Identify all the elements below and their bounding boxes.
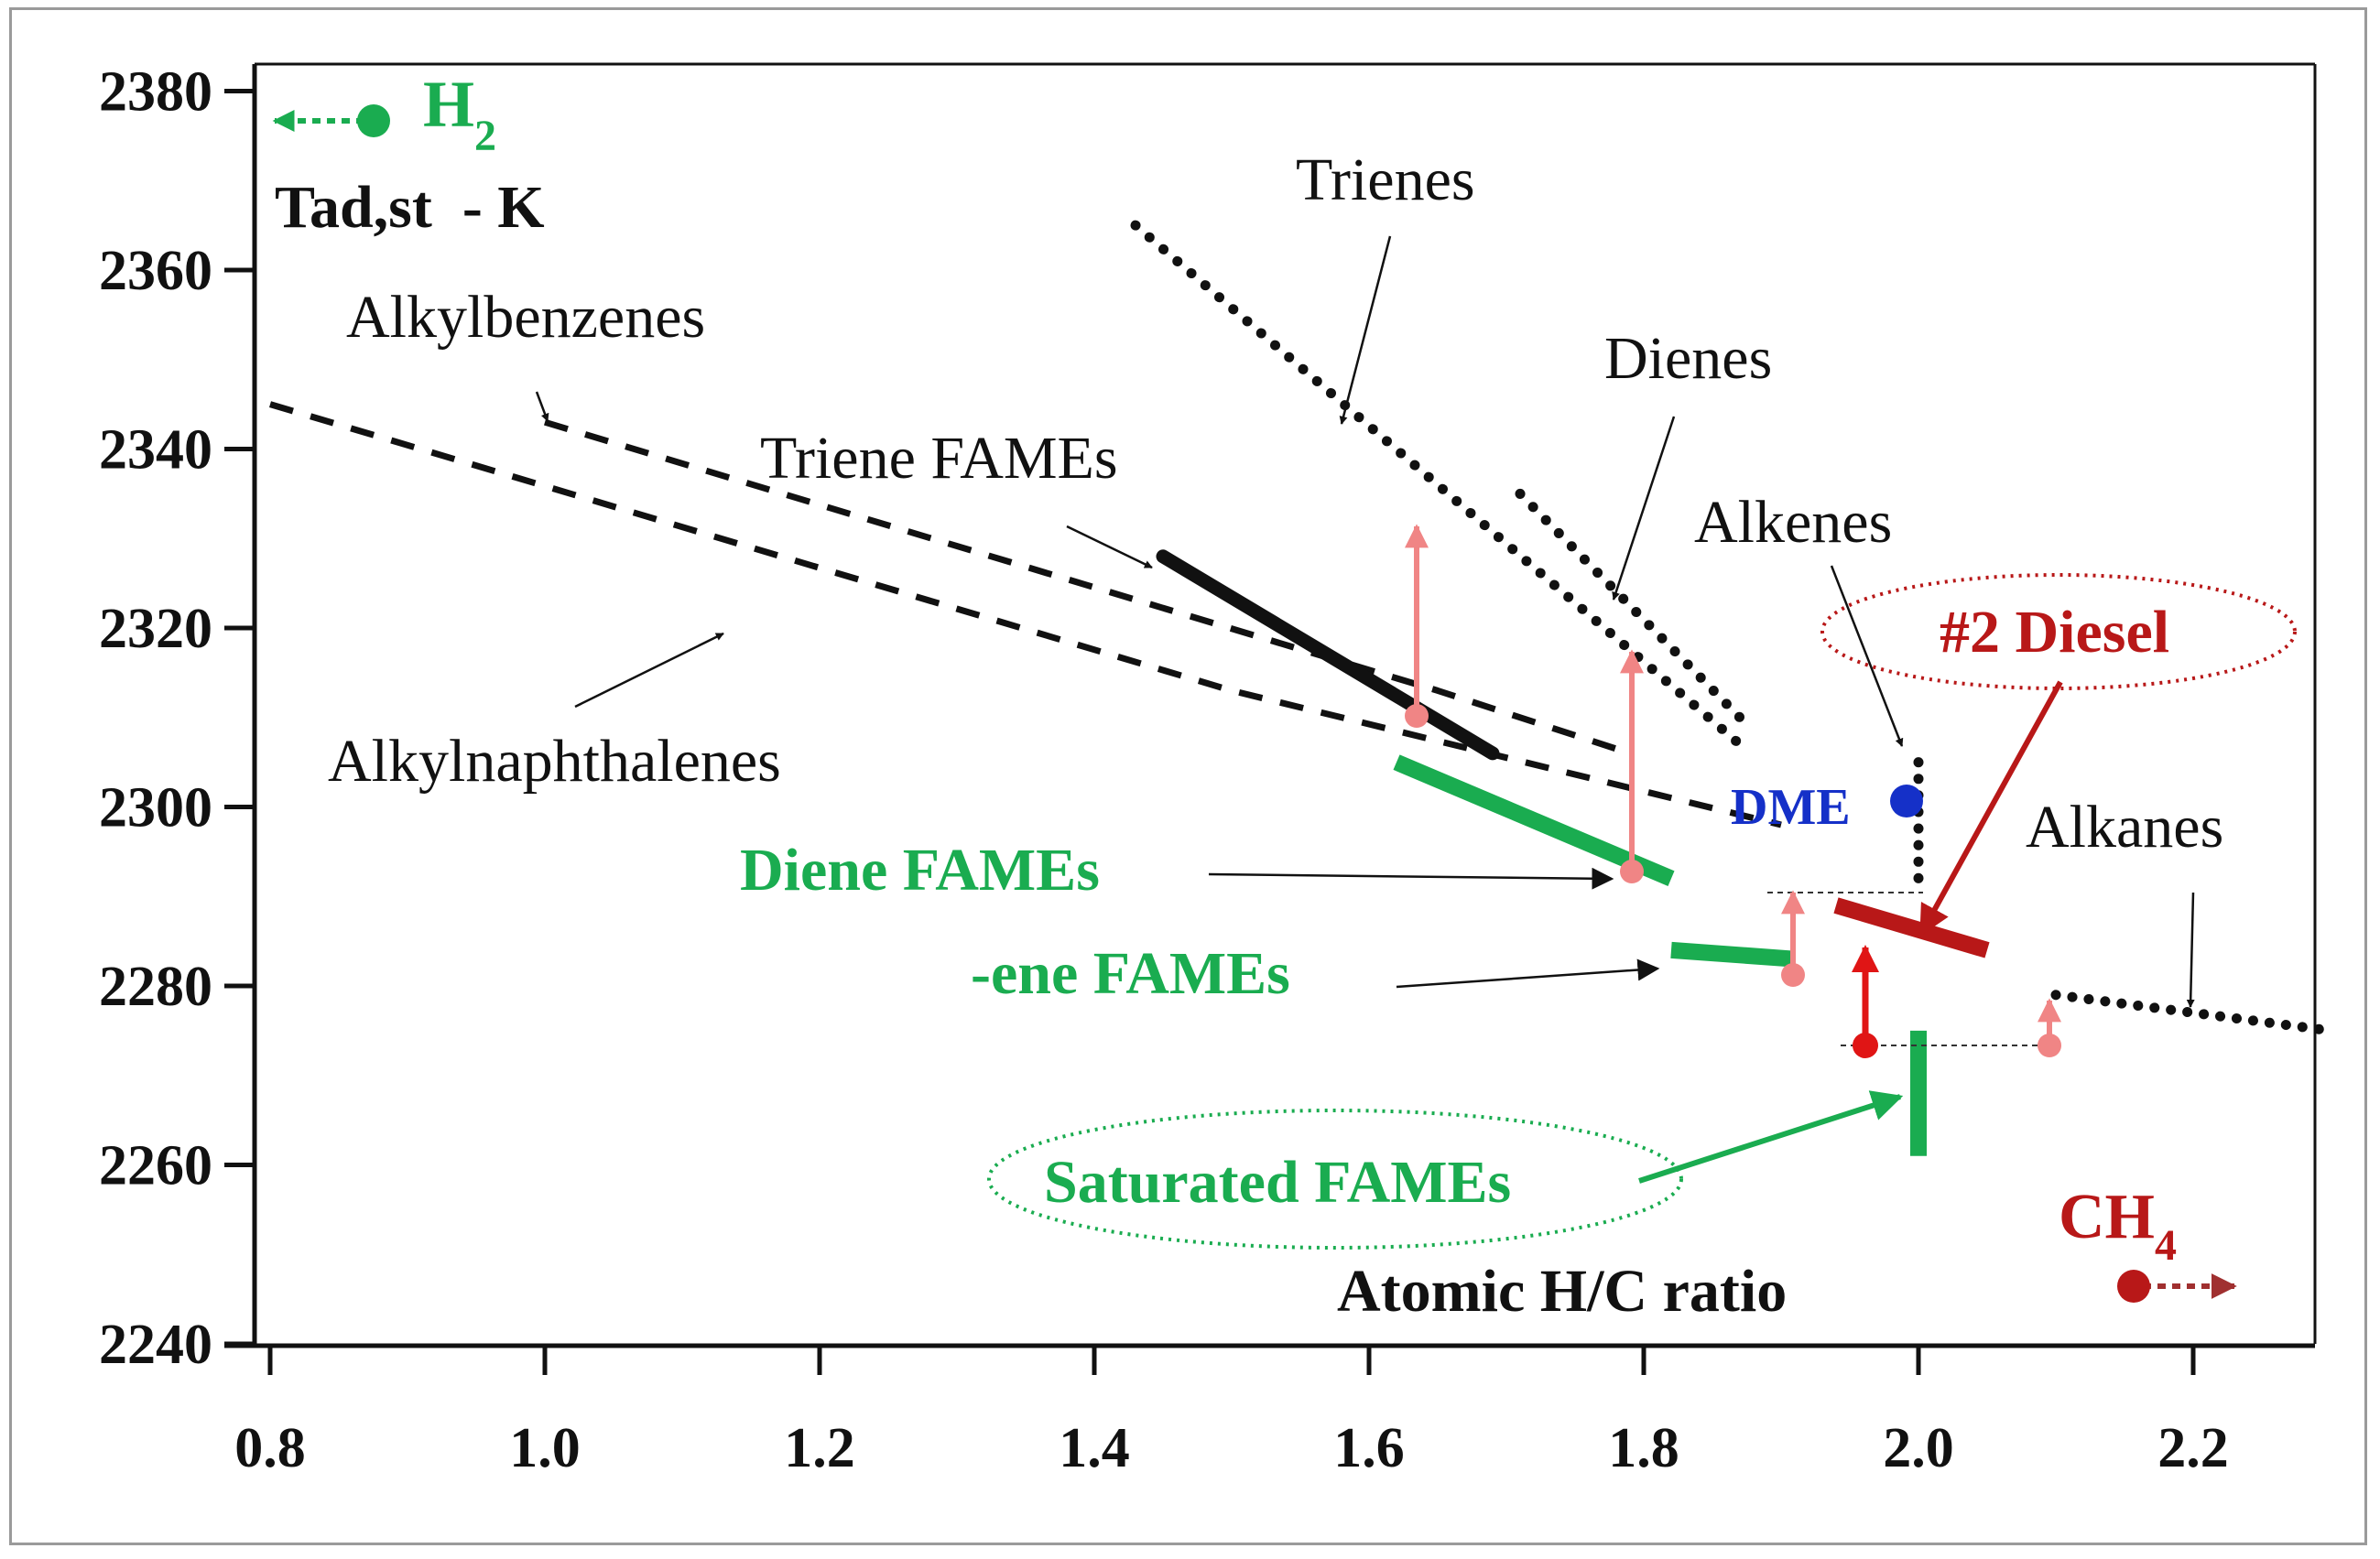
x-tick-label: 0.8 [234,1417,306,1479]
series-line-alkylbenzenes [543,418,1632,757]
pointer-trienes [1339,235,1392,425]
y-tick-label: 2280 [99,956,212,1018]
y-ticks: 2240 2260 2280 2300 2320 2340 2360 2380 [99,61,255,1376]
x-tick-label: 1.2 [784,1417,855,1479]
series-line-diene-fames [1393,754,1675,886]
pointer-saturated-fames [1638,1090,1904,1184]
label-diene-fames: Diene FAMEs [740,837,1100,904]
figure-frame [9,7,2367,1545]
label-trienes: Trienes [1296,146,1475,213]
pointer-diesel [1918,680,2063,936]
pointer-alkanes [2186,892,2195,1008]
series-line-triene-fames [1156,549,1500,761]
label-alkylbenzenes: Alkylbenzenes [346,284,705,351]
y-tick-label: 2300 [99,777,212,839]
series-line-dienes [1515,488,1745,723]
triene-fame-dot [1405,704,1429,728]
label-alkenes: Alkenes [1694,489,1892,556]
x-tick-label: 1.4 [1059,1417,1130,1479]
y-tick-label: 2260 [99,1135,212,1197]
y-tick-label: 2360 [99,240,212,302]
dme-point [1890,785,1923,817]
label-ene-fames: -ene FAMEs [971,940,1290,1007]
series-line-alkanes [2050,990,2336,1036]
diene-fame-dot [1620,860,1644,883]
ch4-label: CH4 [2059,1182,2177,1270]
y-tick-label: 2380 [99,61,212,124]
x-tick-label: 2.2 [2157,1417,2229,1479]
y-tick-label: 2240 [99,1314,212,1376]
x-axis-title: Atomic H/C ratio [1337,1258,1787,1325]
h2-label: H2 [423,68,496,160]
y-axis-title: Tad,st - K [275,174,545,241]
series-layer [269,220,2336,1156]
y-tick-label: 2320 [99,598,212,660]
pointer-alkylbenzenes [535,391,549,422]
x-tick-label: 1.0 [509,1417,581,1479]
alkane-dot [2038,1034,2061,1057]
label-alkanes: Alkanes [2026,794,2223,861]
pointer-ene-fames [1396,958,1660,989]
x-tick-label: 1.6 [1333,1417,1405,1479]
label-dienes: Dienes [1604,325,1772,392]
series-line-ene-fames [1670,941,1796,968]
pointer-alkenes [1830,565,1904,747]
x-tick-label: 1.8 [1608,1417,1679,1479]
pointer-dienes [1612,416,1676,601]
label-triene-fames: Triene FAMEs [760,425,1118,492]
x-ticks: 0.8 1.0 1.2 1.4 1.6 1.8 2.0 2.2 [234,1346,2229,1479]
y-tick-label: 2340 [99,419,212,482]
series-line-2-diesel [1833,897,1990,958]
label-diesel: #2 Diesel [1940,599,2169,666]
pointer-diene-fames [1208,867,1614,890]
h2-point [357,104,390,137]
pointer-alkylnaphthalenes [574,632,724,709]
ene-fame-dot [1781,963,1805,987]
saturated-fames-ellipse [987,1109,1683,1250]
saturated-red-dot [1853,1033,1878,1058]
ch4-point [2117,1270,2150,1303]
label-saturated-fames: Saturated FAMEs [1044,1149,1511,1216]
pointer-triene-fames [1066,525,1153,569]
dme-label: DME [1731,779,1851,836]
label-alkylnaphthalenes: Alkylnaphthalenes [328,728,781,795]
x-tick-label: 2.0 [1883,1417,1954,1479]
series-line-trienes [1130,220,1745,750]
diesel-ellipse [1820,573,2297,690]
